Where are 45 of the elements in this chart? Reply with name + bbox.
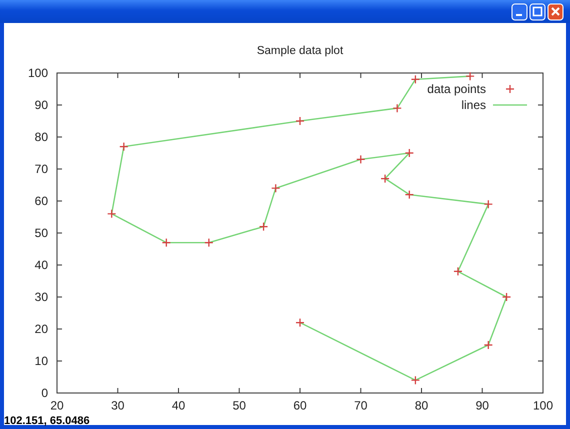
legend-label: data points bbox=[427, 82, 486, 96]
x-tick-label: 100 bbox=[532, 398, 554, 413]
x-tick-label: 70 bbox=[354, 398, 368, 413]
point bbox=[484, 340, 493, 350]
x-tick-label: 20 bbox=[50, 398, 64, 413]
x-tick-label: 90 bbox=[476, 398, 490, 413]
y-tick-label: 60 bbox=[34, 194, 48, 208]
point bbox=[404, 148, 414, 158]
y-tick-label: 0 bbox=[41, 386, 48, 400]
point bbox=[404, 190, 414, 200]
point bbox=[466, 72, 475, 81]
point bbox=[484, 200, 493, 209]
chart-title: Sample data plot bbox=[256, 45, 344, 57]
point bbox=[410, 74, 420, 84]
point bbox=[107, 209, 116, 218]
y-tick-label: 10 bbox=[34, 354, 48, 368]
y-tick-label: 80 bbox=[34, 130, 48, 144]
point bbox=[162, 238, 171, 248]
point bbox=[295, 318, 305, 328]
point bbox=[295, 116, 305, 126]
y-tick-label: 20 bbox=[34, 322, 48, 336]
y-tick-label: 100 bbox=[28, 66, 48, 80]
y-tick-label: 70 bbox=[34, 162, 48, 176]
line-series bbox=[111, 76, 508, 381]
text: 102.151, 65.0486 bbox=[4, 415, 90, 427]
point bbox=[410, 376, 420, 385]
y-tick-label: 50 bbox=[34, 226, 48, 240]
point bbox=[380, 174, 390, 184]
legend-label: lines bbox=[461, 98, 486, 112]
point bbox=[271, 184, 280, 193]
x-tick-label: 40 bbox=[172, 398, 186, 413]
x-tick-label: 80 bbox=[414, 398, 428, 413]
point bbox=[356, 154, 366, 164]
x-tick-label: 50 bbox=[232, 398, 246, 413]
x-tick-label: 30 bbox=[111, 398, 125, 413]
y-tick-label: 90 bbox=[34, 98, 48, 112]
point bbox=[204, 238, 214, 248]
y-tick-label: 40 bbox=[34, 258, 48, 272]
x-tick-label: 60 bbox=[293, 398, 307, 413]
y-tick-label: 30 bbox=[34, 290, 48, 304]
point bbox=[258, 222, 268, 232]
point bbox=[453, 266, 463, 276]
point bbox=[119, 142, 128, 152]
point bbox=[502, 292, 512, 302]
point bbox=[392, 104, 402, 113]
